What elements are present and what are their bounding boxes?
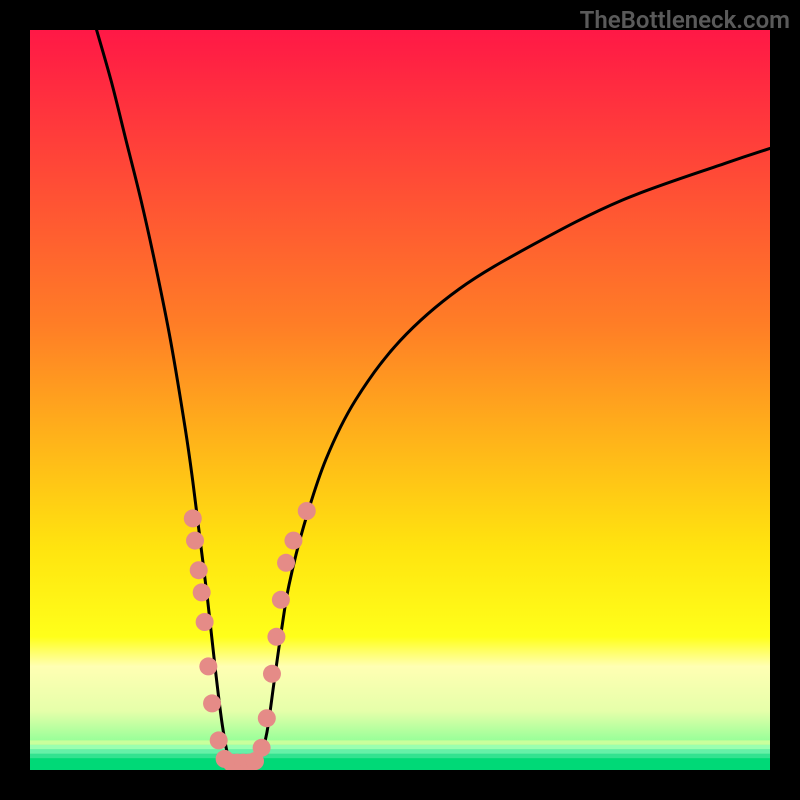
sample-marker [184, 509, 202, 527]
bottleneck-chart [0, 0, 800, 800]
sample-marker [186, 532, 204, 550]
sample-marker [203, 694, 221, 712]
sample-marker [190, 561, 208, 579]
chart-gradient-bg [30, 30, 770, 770]
sample-marker [210, 731, 228, 749]
sample-marker [199, 657, 217, 675]
watermark-text: TheBottleneck.com [580, 6, 790, 34]
sample-marker [277, 554, 295, 572]
sample-marker [284, 532, 302, 550]
sample-marker [298, 502, 316, 520]
sample-marker [272, 591, 290, 609]
sample-marker [267, 628, 285, 646]
sample-marker [193, 583, 211, 601]
sample-marker [263, 665, 281, 683]
sample-marker [253, 739, 271, 757]
sample-marker [258, 709, 276, 727]
sample-marker [196, 613, 214, 631]
bottom-green-bands [30, 740, 770, 770]
